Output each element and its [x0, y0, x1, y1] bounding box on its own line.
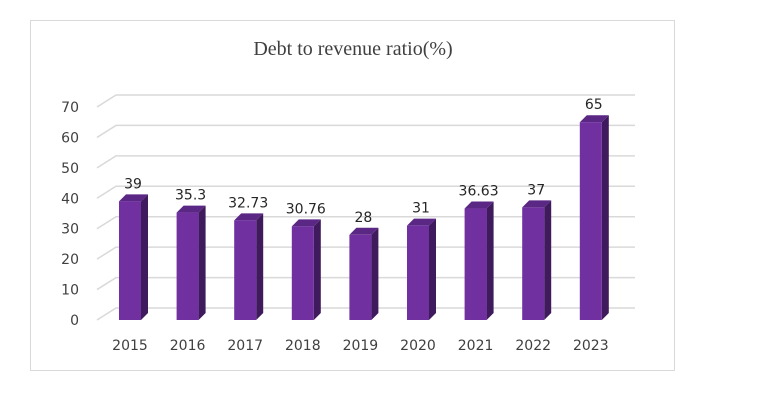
bar-front: [349, 234, 372, 320]
bar: [119, 194, 148, 320]
bar-side: [429, 218, 436, 320]
chart-title: Debt to revenue ratio(%): [253, 38, 452, 60]
bar-front: [291, 226, 314, 320]
bar-side: [141, 194, 148, 320]
data-label: 37: [527, 182, 545, 198]
y-tick-label: 30: [61, 222, 79, 238]
data-label: 28: [354, 210, 372, 226]
bar: [234, 213, 264, 320]
bars: [119, 115, 609, 320]
y-tick-label: 60: [61, 130, 79, 146]
bar: [349, 227, 379, 320]
bar: [407, 218, 436, 320]
bar-side: [601, 115, 609, 320]
x-tick-label: 2016: [170, 338, 206, 354]
gridline: [96, 155, 635, 169]
bar-top: [579, 115, 609, 123]
bar: [522, 200, 552, 320]
bar-side: [198, 205, 206, 320]
bar-top: [119, 194, 148, 202]
y-tick-label: 20: [61, 252, 79, 268]
bar-top: [176, 205, 206, 213]
x-tick-label: 2015: [112, 338, 148, 354]
y-tick-label: 50: [61, 161, 79, 177]
data-label: 32.73: [228, 195, 268, 211]
bar-side: [371, 227, 379, 320]
gridlines: [96, 94, 635, 321]
bar: [464, 201, 494, 320]
data-label: 31: [412, 201, 430, 217]
bar-top: [522, 200, 552, 208]
bar-side: [256, 213, 264, 320]
x-tick-label: 2023: [573, 338, 609, 354]
data-label: 36.63: [459, 184, 499, 200]
data-label: 65: [585, 97, 603, 113]
x-tick-label: 2019: [343, 338, 379, 354]
bar-top: [464, 201, 494, 209]
y-tick-label: 0: [70, 313, 79, 329]
y-tick-label: 40: [61, 191, 79, 207]
bar-front: [234, 220, 257, 320]
x-tick-label: 2017: [227, 338, 263, 354]
bar-side: [544, 200, 552, 320]
gridline: [96, 94, 635, 108]
x-tick-label: 2020: [400, 338, 436, 354]
bar-side: [313, 219, 321, 320]
gridline: [96, 307, 635, 321]
gridline: [96, 185, 635, 199]
bar-top: [291, 219, 321, 227]
bar-front: [464, 208, 487, 320]
y-axis-ticks: 0 10 20 30 40 50 60 70: [61, 100, 79, 329]
bar-front: [407, 225, 429, 320]
bar-top: [407, 218, 436, 226]
data-labels: 39 35.3 32.73 30.76 28 31 36.63 37 65: [124, 97, 603, 226]
bar: [579, 115, 609, 320]
data-label: 35.3: [175, 188, 206, 204]
bar: [291, 219, 321, 320]
bar-front: [579, 122, 602, 320]
y-tick-label: 70: [61, 100, 79, 116]
bar-front: [119, 201, 141, 320]
gridline: [96, 215, 635, 230]
gridline: [96, 124, 635, 139]
bar-front: [522, 207, 545, 320]
x-axis-ticks: 2015 2016 2017 2018 2019 2020 2021 2022 2023: [112, 338, 608, 354]
y-tick-label: 10: [61, 283, 79, 299]
data-label: 39: [124, 176, 142, 192]
bar-top: [234, 213, 264, 221]
gridline: [96, 276, 635, 291]
bar-side: [486, 201, 494, 320]
gridline: [96, 246, 635, 260]
x-tick-label: 2018: [285, 338, 321, 354]
bar-front: [176, 212, 199, 320]
data-label: 30.76: [286, 201, 326, 217]
x-tick-label: 2022: [515, 338, 551, 354]
bar-top: [349, 227, 379, 235]
bar: [176, 205, 206, 320]
x-tick-label: 2021: [458, 338, 494, 354]
